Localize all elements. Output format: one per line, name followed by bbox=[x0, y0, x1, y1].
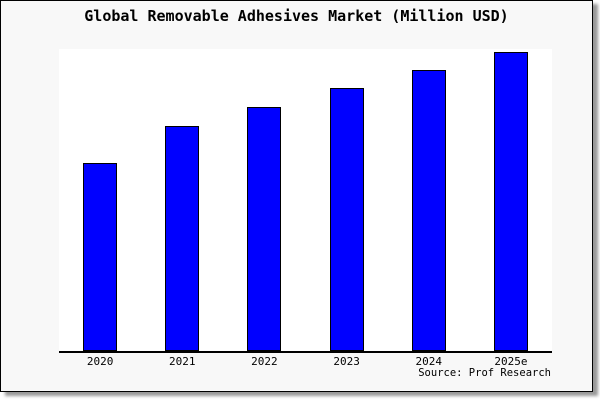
chart-figure: Global Removable Adhesives Market (Milli… bbox=[0, 0, 593, 392]
x-tick-label-2020: 2020 bbox=[86, 355, 114, 368]
x-axis: 2020 2021 2022 2023 2024 2025e bbox=[59, 355, 552, 371]
source-note: Source: Prof Research bbox=[418, 367, 551, 379]
bar-2024 bbox=[411, 70, 446, 351]
x-tick-label-2023: 2023 bbox=[333, 355, 360, 368]
x-tick-label-2025e: 2025e bbox=[494, 355, 528, 368]
x-tick-label-2022: 2022 bbox=[251, 355, 278, 368]
bar-2025e bbox=[493, 52, 528, 351]
bar-2021 bbox=[165, 126, 200, 351]
x-tick-label-2024: 2024 bbox=[415, 355, 443, 368]
bar-2022 bbox=[247, 107, 282, 351]
x-tick-label-2021: 2021 bbox=[169, 355, 196, 368]
plot-area bbox=[59, 49, 552, 353]
chart-title: Global Removable Adhesives Market (Milli… bbox=[84, 7, 509, 25]
bar-2020 bbox=[83, 163, 118, 351]
bar-2023 bbox=[329, 88, 364, 351]
